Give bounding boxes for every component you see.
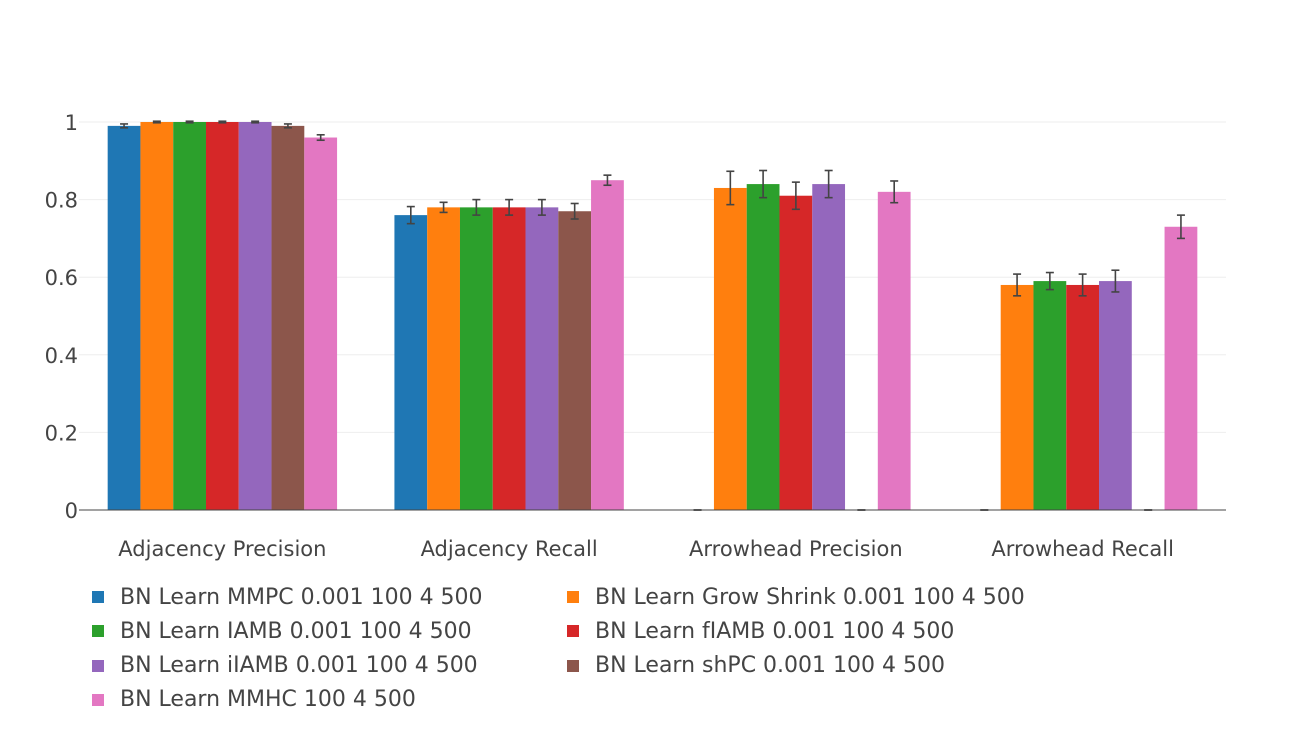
bar: [107, 125, 141, 510]
x-tick-label: Adjacency Recall: [421, 537, 598, 561]
legend-item[interactable]: BN Learn fIAMB 0.001 100 4 500: [567, 614, 954, 648]
legend-swatch: [567, 591, 579, 603]
bar: [304, 137, 338, 510]
bar: [205, 122, 239, 510]
bar: [394, 215, 428, 510]
error-bar: [1013, 273, 1022, 297]
y-tick-label: 0.2: [45, 421, 78, 445]
bar: [558, 211, 592, 511]
bar: [427, 207, 460, 511]
y-tick-label: 0: [65, 499, 78, 523]
bar: [1164, 226, 1198, 510]
error-bar: [185, 120, 194, 124]
bar: [1066, 284, 1100, 510]
legend-label: BN Learn MMHC 100 4 500: [120, 687, 416, 713]
legend-label: BN Learn MMPC 0.001 100 4 500: [120, 584, 483, 610]
legend-item[interactable]: BN Learn Grow Shrink 0.001 100 4 500: [567, 580, 1025, 614]
bar: [1000, 284, 1034, 510]
bars: [107, 122, 1198, 511]
bar: [1033, 281, 1067, 510]
legend-item[interactable]: BN Learn shPC 0.001 100 4 500: [567, 649, 945, 683]
legend-item[interactable]: BN Learn MMHC 100 4 500: [92, 683, 416, 717]
legend-label: BN Learn Grow Shrink 0.001 100 4 500: [595, 584, 1025, 610]
legend-swatch: [92, 693, 104, 706]
x-tick-label: Arrowhead Recall: [991, 537, 1174, 561]
legend-label: BN Learn fIAMB 0.001 100 4 500: [595, 618, 955, 644]
legend-label: BN Learn IAMB 0.001 100 4 500: [120, 618, 472, 644]
error-bar: [1078, 273, 1087, 297]
bar: [877, 191, 911, 510]
bar: [140, 122, 174, 510]
error-bar: [218, 120, 227, 124]
bar: [1099, 281, 1132, 510]
error-bar: [406, 205, 415, 225]
error-bar: [570, 202, 579, 220]
bar: [746, 184, 780, 510]
error-bar: [283, 123, 292, 129]
error-bar: [791, 181, 800, 211]
error-bar: [120, 123, 129, 129]
error-bar: [472, 198, 481, 216]
bar: [271, 125, 305, 510]
bar: [713, 187, 747, 510]
x-tick-label: Adjacency Precision: [118, 537, 326, 561]
error-bar: [251, 120, 260, 124]
legend-item[interactable]: BN Learn MMPC 0.001 100 4 500: [92, 580, 483, 614]
bar: [238, 122, 272, 510]
error-bar: [726, 170, 735, 206]
legend-swatch: [567, 625, 579, 638]
error-bar: [316, 134, 325, 142]
x-axis-category-labels: Adjacency Precision Adjacency Recall Arrow…: [118, 537, 1174, 561]
error-bar: [1111, 269, 1120, 293]
bar: [173, 122, 206, 510]
legend-swatch: [92, 625, 104, 638]
error-bar: [824, 169, 833, 199]
legend-swatch: [92, 659, 104, 672]
error-bar: [890, 180, 899, 204]
legend-item[interactable]: BN Learn iIAMB 0.001 100 4 500: [92, 649, 478, 683]
y-tick-label: 0.4: [45, 344, 78, 368]
error-bar: [759, 169, 768, 199]
x-tick-label: Arrowhead Precision: [689, 537, 903, 561]
error-bar: [1176, 214, 1185, 240]
error-bar: [439, 201, 448, 214]
legend-swatch: [567, 659, 579, 672]
y-axis-tick-labels: 0 0.2 0.4 0.6 0.8 1: [45, 111, 78, 523]
bar: [591, 180, 624, 510]
error-bar: [537, 198, 546, 216]
bar: [459, 207, 493, 511]
bar: [525, 207, 559, 511]
error-bar: [505, 198, 514, 216]
legend-swatch: [92, 591, 104, 603]
y-tick-label: 0.6: [45, 266, 78, 290]
legend-label: BN Learn shPC 0.001 100 4 500: [595, 653, 945, 679]
bar: [812, 184, 846, 510]
legend-label: BN Learn iIAMB 0.001 100 4 500: [120, 653, 478, 679]
bar: [779, 195, 813, 510]
error-bar: [1045, 271, 1054, 291]
legend-item[interactable]: BN Learn IAMB 0.001 100 4 500: [92, 614, 472, 648]
error-bar: [603, 174, 612, 187]
bar: [492, 207, 526, 511]
y-tick-label: 1: [65, 111, 78, 135]
y-tick-label: 0.8: [45, 189, 78, 213]
error-bar: [152, 120, 161, 124]
